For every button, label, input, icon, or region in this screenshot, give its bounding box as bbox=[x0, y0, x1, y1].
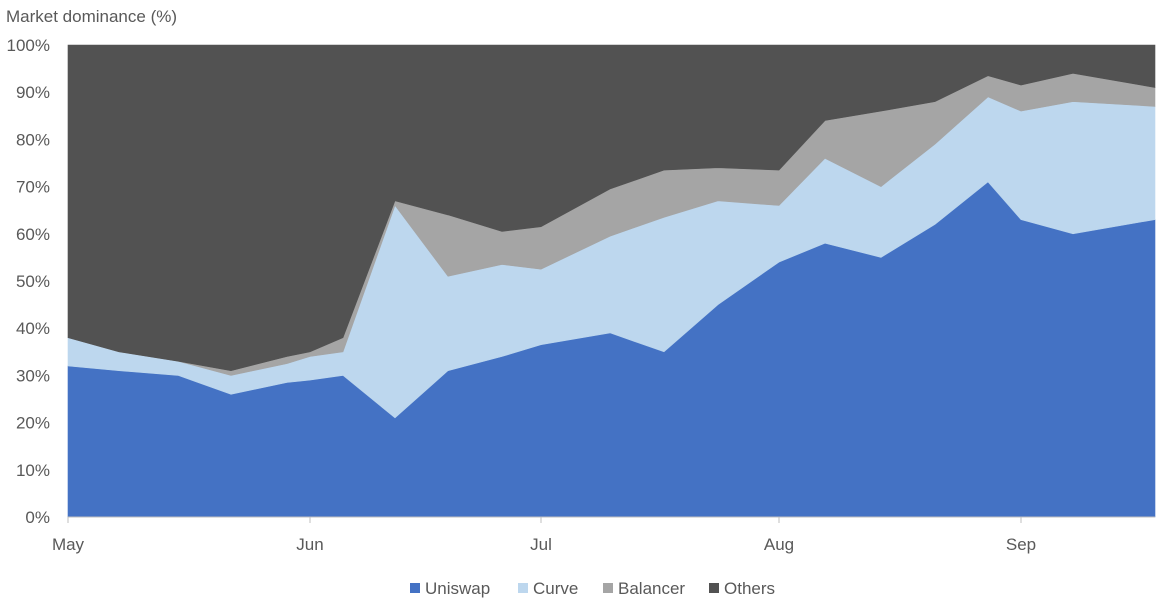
y-tick-label: 10% bbox=[16, 461, 50, 480]
y-tick-label: 80% bbox=[16, 130, 50, 149]
x-tick-label: Jun bbox=[296, 535, 323, 554]
y-tick-label: 50% bbox=[16, 272, 50, 291]
x-tick-label: May bbox=[52, 535, 85, 554]
y-tick-label: 0% bbox=[25, 508, 50, 527]
legend-swatch-curve bbox=[518, 583, 528, 593]
legend: Uniswap Curve Balancer Others bbox=[410, 579, 775, 598]
legend-swatch-balancer bbox=[603, 583, 613, 593]
y-tick-label: 30% bbox=[16, 366, 50, 385]
y-tick-label: 60% bbox=[16, 225, 50, 244]
area-others bbox=[67, 44, 1156, 372]
legend-label-others: Others bbox=[724, 579, 775, 598]
y-axis-ticks: 0% 10% 20% 30% 40% 50% 60% 70% 80% 90% 100% bbox=[7, 36, 50, 527]
legend-label-curve: Curve bbox=[533, 579, 578, 598]
area-series-group bbox=[67, 44, 1156, 518]
y-tick-label: 70% bbox=[16, 178, 50, 197]
legend-swatch-others bbox=[709, 583, 719, 593]
legend-swatch-uniswap bbox=[410, 583, 420, 593]
x-tick-label: Aug bbox=[764, 535, 794, 554]
y-tick-label: 40% bbox=[16, 319, 50, 338]
x-tick-label: Sep bbox=[1006, 535, 1036, 554]
y-axis-title: Market dominance (%) bbox=[6, 7, 177, 26]
x-axis-ticks: May Jun Jul Aug Sep bbox=[52, 516, 1155, 554]
legend-label-balancer: Balancer bbox=[618, 579, 685, 598]
x-tick-label: Jul bbox=[530, 535, 552, 554]
legend-label-uniswap: Uniswap bbox=[425, 579, 490, 598]
y-tick-label: 90% bbox=[16, 83, 50, 102]
y-tick-label: 20% bbox=[16, 414, 50, 433]
y-tick-label: 100% bbox=[7, 36, 50, 55]
